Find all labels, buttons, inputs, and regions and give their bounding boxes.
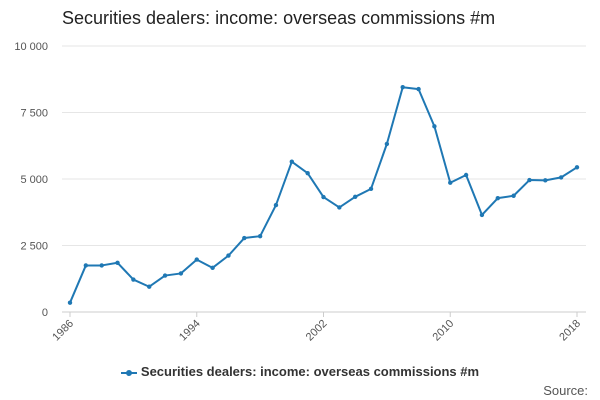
data-point[interactable] [67,300,73,305]
y-tick-label: 2 500 [20,241,48,253]
data-point[interactable] [543,178,548,183]
data-point[interactable] [257,233,263,239]
y-tick-label: 10 000 [14,41,48,53]
series-group [67,85,580,305]
data-point[interactable] [242,235,247,241]
data-point[interactable] [162,273,168,278]
x-tick-label: 1994 [177,318,203,344]
data-point[interactable] [273,202,279,208]
x-axis: 1986 1994 2002 2010 2018 [50,312,583,343]
data-point[interactable] [147,284,152,289]
data-point[interactable] [210,265,215,271]
data-point[interactable] [226,253,231,258]
data-point[interactable] [511,193,516,198]
legend-label: Securities dealers: income: overseas com… [140,364,480,379]
x-tick-label: 2010 [431,318,457,344]
data-point[interactable] [400,85,405,90]
data-point[interactable] [194,257,199,262]
data-point[interactable] [416,86,421,92]
data-point[interactable] [337,205,342,210]
data-point[interactable] [178,271,184,276]
data-point[interactable] [368,186,374,192]
data-point[interactable] [352,194,358,200]
data-point[interactable] [83,263,89,268]
y-tick-label: 0 [42,307,48,319]
x-tick-label: 2002 [304,318,330,344]
legend-swatch [120,368,137,378]
data-point[interactable] [305,170,310,176]
data-point[interactable] [321,194,326,200]
data-point[interactable] [384,141,390,147]
legend[interactable]: Securities dealers: income: overseas com… [0,364,600,379]
data-point[interactable] [99,263,104,268]
data-point[interactable] [527,177,532,183]
x-tick-label: 2018 [557,318,583,344]
y-tick-label: 7 500 [20,108,48,120]
y-tick-label: 5 000 [20,174,48,186]
y-axis-tick-labels: 0 2 500 5 000 7 500 10 000 [14,41,48,319]
chart-title: Securities dealers: income: overseas com… [62,8,496,28]
data-point[interactable] [131,277,136,282]
data-point[interactable] [558,175,564,180]
x-tick-label: 1986 [50,318,76,344]
source-label: Source: [543,383,588,398]
data-point[interactable] [448,180,453,185]
data-point[interactable] [432,124,437,129]
data-point[interactable] [479,212,485,218]
gridlines [62,45,586,313]
data-point[interactable] [289,159,295,164]
data-point[interactable] [115,260,120,265]
data-point[interactable] [495,195,500,201]
data-point[interactable] [463,172,469,178]
data-point[interactable] [574,165,580,170]
